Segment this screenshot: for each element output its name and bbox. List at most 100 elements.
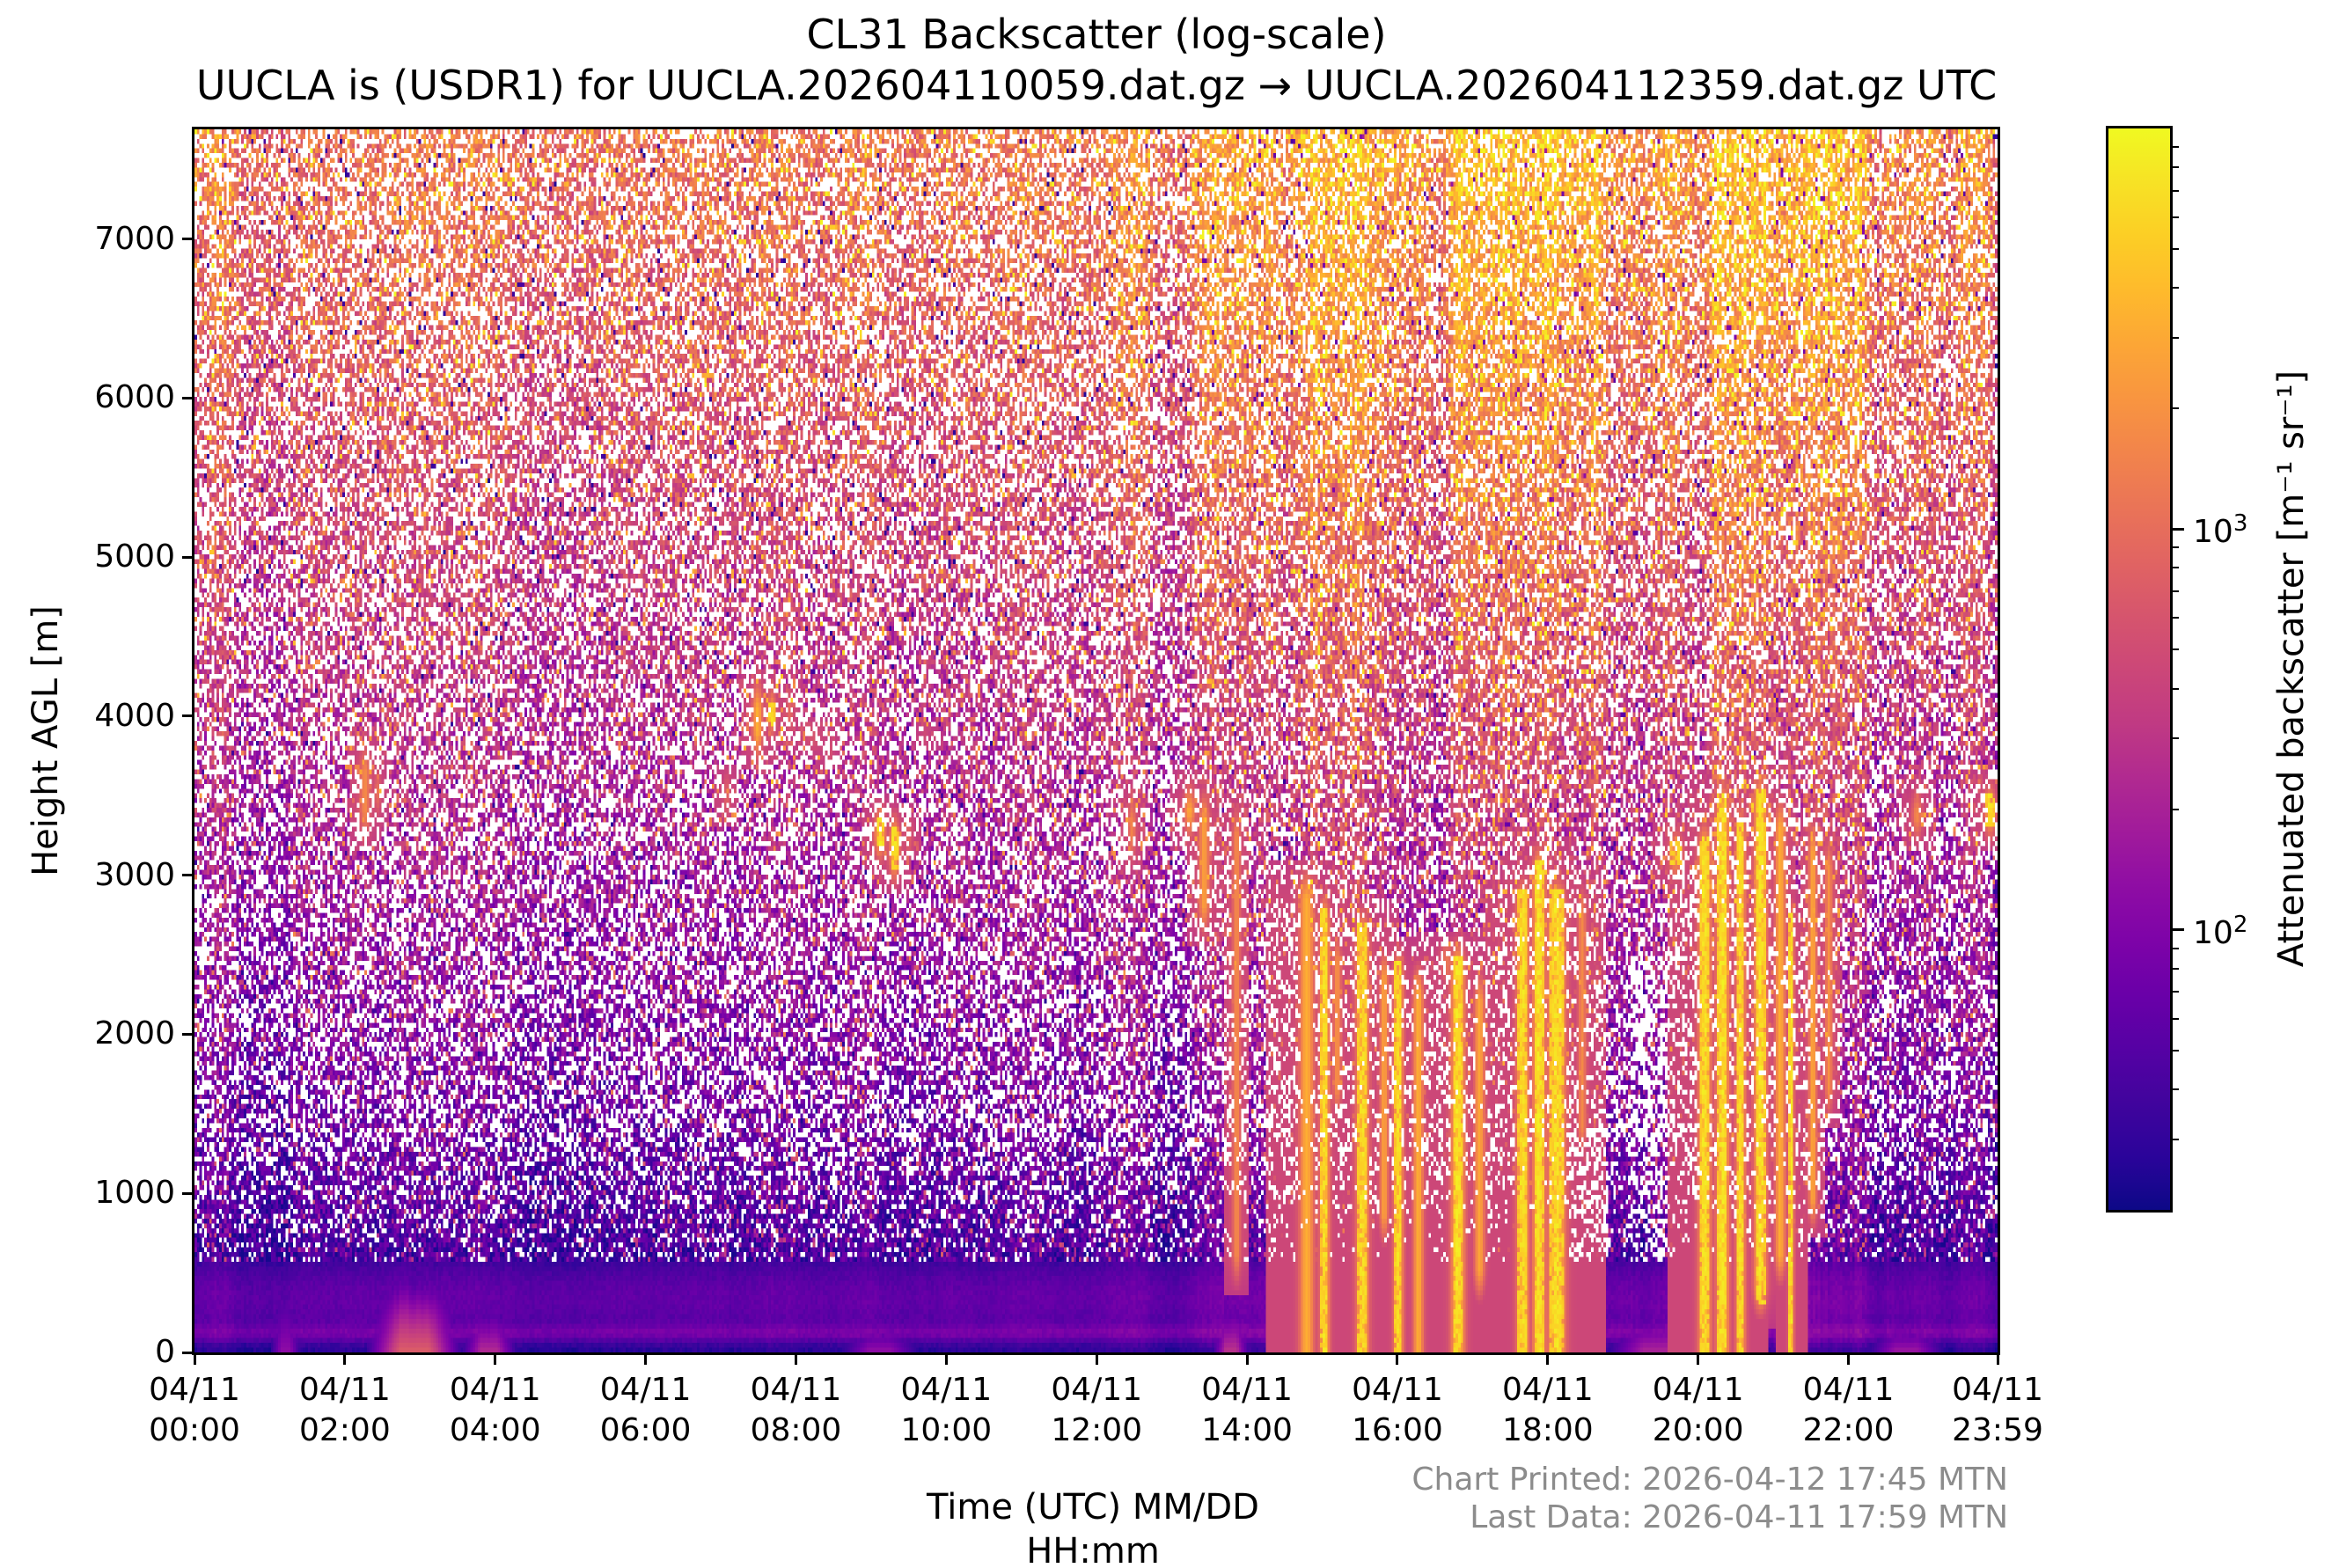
colorbar-minor-tick [2170,248,2179,251]
colorbar-gradient [2108,128,2170,1210]
x-tick-time: 20:00 [1652,1412,1744,1448]
colorbar-minor-tick [2170,947,2179,949]
colorbar-major-tick [2170,928,2184,932]
x-tick-label: 04/11 22:00 [1803,1370,1895,1451]
x-axis-label: Time (UTC) MM/DD HH:mm [927,1485,1259,1568]
colorbar-minor-tick [2170,1017,2179,1020]
x-tick-mark [1697,1352,1700,1365]
colorbar-minor-tick [2170,337,2179,340]
x-tick-mark [1996,1352,1999,1365]
y-tick-label: 4000 [94,697,175,734]
x-tick-time: 23:59 [1952,1412,2043,1448]
x-tick-mark [944,1352,948,1365]
colorbar-minor-tick [2170,166,2179,169]
x-tick-label: 04/11 20:00 [1653,1370,1744,1451]
x-tick-mark [1245,1352,1249,1365]
colorbar-minor-tick [2170,617,2179,619]
x-tick-date: 04/11 [1952,1372,2043,1408]
x-tick-date: 04/11 [1501,1372,1594,1408]
x-tick-date: 04/11 [449,1372,541,1408]
x-tick-time: 08:00 [750,1412,842,1448]
x-tick-time: 02:00 [298,1412,391,1448]
colorbar-minor-tick [2170,590,2179,592]
colorbar-minor-tick [2170,967,2179,970]
colorbar-minor-tick [2170,808,2179,810]
x-tick-date: 04/11 [599,1372,692,1408]
colorbar [2106,126,2173,1213]
backscatter-heatmap-canvas [194,129,1998,1352]
colorbar-tick-label: 102 [2193,911,2248,951]
x-tick-date: 04/11 [900,1372,993,1408]
chart-subtitle: UUCLA is (USDR1) for UUCLA.202604110059.… [195,62,1998,109]
x-tick-date: 04/11 [1802,1372,1895,1408]
x-tick-date: 04/11 [1051,1372,1143,1408]
y-tick-mark [182,555,194,559]
x-tick-date: 04/11 [298,1372,391,1408]
colorbar-minor-tick [2170,407,2179,410]
x-tick-mark [1847,1352,1851,1365]
y-tick-label: 6000 [94,379,175,416]
x-tick-label: 04/11 12:00 [1051,1370,1142,1451]
heatmap-plot-area [194,129,1998,1352]
x-tick-mark [1396,1352,1399,1365]
x-tick-mark [794,1352,797,1365]
y-tick-mark [182,396,194,399]
y-tick-mark [182,874,194,877]
x-tick-label: 04/11 23:59 [1952,1370,2043,1451]
x-tick-label: 04/11 06:00 [600,1370,692,1451]
footer: Chart Printed: 2026-04-12 17:45 MTN Last… [1411,1461,2008,1536]
y-tick-label: 5000 [94,539,175,575]
colorbar-label: Attenuated backscatter [m⁻¹ sr⁻¹] [2271,370,2312,968]
x-axis-label-line1: Time (UTC) MM/DD [927,1487,1259,1528]
colorbar-minor-tick [2170,216,2179,219]
x-axis-label-line2: HH:mm [1026,1531,1160,1568]
x-tick-label: 04/11 02:00 [299,1370,391,1451]
colorbar-minor-tick [2170,1088,2179,1090]
x-tick-time: 12:00 [1051,1412,1143,1448]
x-tick-label: 04/11 14:00 [1201,1370,1293,1451]
colorbar-minor-tick [2170,145,2179,148]
x-tick-time: 04:00 [449,1412,541,1448]
colorbar-minor-tick [2170,546,2179,549]
colorbar-minor-tick [2170,189,2179,192]
footer-chart-printed: Chart Printed: 2026-04-12 17:45 MTN [1411,1462,2008,1498]
chart-title: CL31 Backscatter (log-scale) [806,11,1387,58]
x-tick-mark [343,1352,347,1365]
x-tick-date: 04/11 [1352,1372,1443,1408]
x-tick-mark [1095,1352,1098,1365]
colorbar-minor-tick [2170,991,2179,993]
y-tick-label: 0 [155,1334,175,1370]
x-tick-date: 04/11 [750,1372,842,1408]
x-tick-mark [494,1352,497,1365]
y-tick-mark [182,1191,194,1195]
colorbar-major-tick [2170,527,2184,531]
x-tick-mark [193,1352,196,1365]
x-tick-date: 04/11 [1652,1372,1744,1408]
y-tick-mark [182,1032,194,1036]
colorbar-tick-label: 103 [2193,510,2248,551]
x-tick-label: 04/11 04:00 [450,1370,541,1451]
x-tick-label: 04/11 18:00 [1502,1370,1594,1451]
x-tick-time: 00:00 [149,1412,240,1448]
x-tick-time: 22:00 [1802,1412,1895,1448]
x-tick-date: 04/11 [1201,1372,1293,1408]
title-block: CL31 Backscatter (log-scale) UUCLA is (U… [196,9,1997,111]
x-tick-time: 14:00 [1201,1412,1293,1448]
x-tick-time: 16:00 [1352,1412,1443,1448]
y-tick-label: 1000 [94,1175,175,1212]
colorbar-minor-tick [2170,567,2179,569]
colorbar-minor-tick [2170,287,2179,289]
colorbar-minor-tick [2170,687,2179,690]
y-tick-mark [182,714,194,718]
x-tick-time: 06:00 [599,1412,692,1448]
y-tick-mark [182,238,194,241]
x-tick-label: 04/11 16:00 [1352,1370,1443,1451]
y-axis-label: Height AGL [m] [26,605,66,876]
colorbar-minor-tick [2170,648,2179,651]
x-tick-label: 04/11 10:00 [900,1370,992,1451]
x-tick-time: 10:00 [900,1412,993,1448]
y-tick-label: 7000 [94,220,175,257]
y-tick-label: 2000 [94,1015,175,1052]
x-tick-mark [1546,1352,1550,1365]
